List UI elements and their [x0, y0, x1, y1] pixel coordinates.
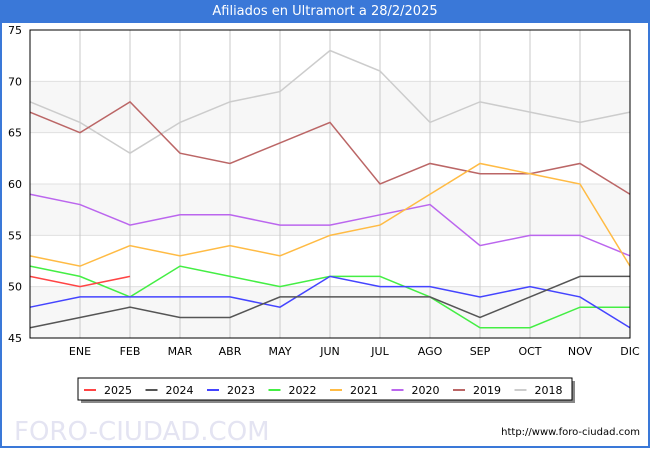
y-tick-label: 70: [8, 75, 22, 88]
x-tick-label: OCT: [518, 345, 541, 358]
legend-label: 2018: [535, 384, 563, 397]
chart-title: Afiliados en Ultramort a 28/2/2025: [0, 0, 650, 23]
series-line-2023: [29, 275, 631, 329]
x-tick-label: AGO: [418, 345, 443, 358]
x-tick-label: ABR: [219, 345, 242, 358]
series-line-2020: [29, 193, 631, 257]
x-tick-label: DIC: [620, 345, 640, 358]
x-tick-label: FEB: [120, 345, 141, 358]
legend-label: 2024: [166, 384, 194, 397]
x-tick-label: JUN: [319, 345, 340, 358]
y-tick-label: 45: [8, 332, 22, 345]
series-line-2021: [29, 162, 631, 267]
legend-label: 2022: [289, 384, 317, 397]
legend-label: 2023: [227, 384, 255, 397]
legend-box: [77, 377, 573, 401]
x-tick-label: ENE: [69, 345, 91, 358]
watermark: FORO-CIUDAD.COM: [14, 417, 270, 447]
x-tick-label: JUL: [370, 345, 389, 358]
x-tick-label: MAY: [269, 345, 292, 358]
series-line-2024: [29, 275, 630, 329]
y-tick-label: 50: [8, 281, 22, 294]
y-tick-label: 60: [8, 178, 22, 191]
y-tick-label: 65: [8, 127, 22, 140]
x-tick-label: MAR: [168, 345, 193, 358]
plot-border: [29, 29, 631, 339]
series-line-2018: [29, 49, 631, 155]
legend-label: 2025: [104, 384, 132, 397]
source-url[interactable]: http://www.foro-ciudad.com: [501, 427, 640, 438]
legend-label: 2019: [473, 384, 501, 397]
y-tick-label: 55: [8, 229, 22, 242]
legend-label: 2021: [350, 384, 378, 397]
legend-label: 2020: [412, 384, 440, 397]
x-tick-label: NOV: [568, 345, 593, 358]
series-line-2025: [29, 275, 131, 288]
x-tick-label: SEP: [470, 345, 491, 358]
y-tick-label: 75: [8, 24, 22, 37]
